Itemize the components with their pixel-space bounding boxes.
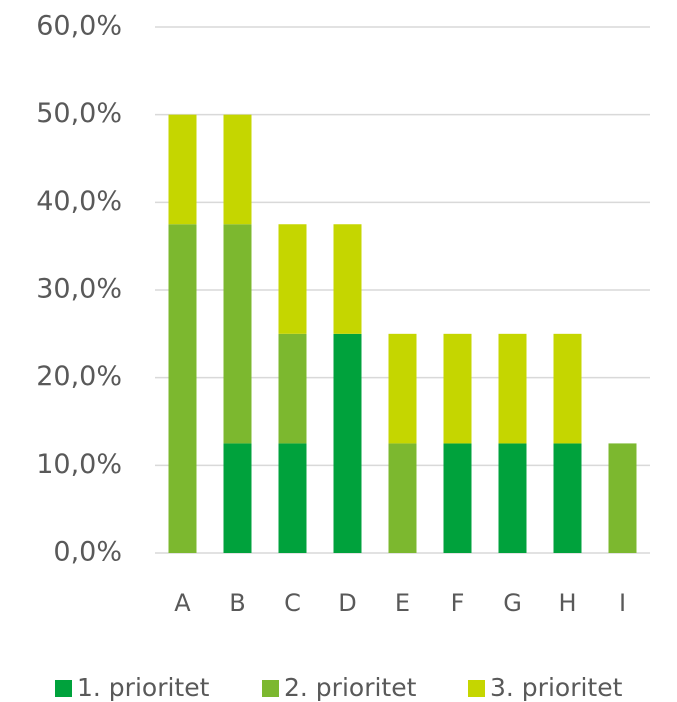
y-tick-label: 10,0% xyxy=(36,449,122,480)
bar-segment xyxy=(278,333,307,444)
x-tick-label: I xyxy=(619,589,626,617)
bar-segment xyxy=(278,443,307,553)
x-tick-label: H xyxy=(558,589,576,617)
bar-segment xyxy=(553,443,582,553)
x-tick-label: G xyxy=(503,589,522,617)
y-tick-label: 50,0% xyxy=(36,98,122,129)
x-tick-label: D xyxy=(338,589,356,617)
bar-segment xyxy=(333,333,362,553)
y-tick-label: 0,0% xyxy=(53,537,122,568)
bar-segment xyxy=(333,224,362,334)
x-tick-label: A xyxy=(174,589,191,617)
bar-segment xyxy=(223,443,252,553)
legend-swatch xyxy=(468,680,485,697)
legend-label: 1. prioritet xyxy=(77,673,210,702)
bar-segment xyxy=(388,443,417,553)
bar-segment xyxy=(168,114,197,225)
legend-swatch xyxy=(55,680,72,697)
bar-segment xyxy=(498,443,527,553)
bar-segment xyxy=(608,443,637,553)
x-tick-label: C xyxy=(284,589,301,617)
bar-segment xyxy=(443,443,472,553)
legend-swatch xyxy=(262,680,279,697)
bar-segment xyxy=(553,333,582,444)
x-tick-label: E xyxy=(395,589,410,617)
y-tick-label: 40,0% xyxy=(36,186,122,217)
bar-segment xyxy=(443,333,472,444)
bar-segment xyxy=(388,333,417,444)
y-tick-label: 60,0% xyxy=(36,11,122,42)
x-tick-label: F xyxy=(451,589,465,617)
legend-label: 2. prioritet xyxy=(284,673,417,702)
bar-segment xyxy=(168,224,197,553)
bar-segment xyxy=(223,224,252,444)
bar-segment xyxy=(498,333,527,444)
y-tick-label: 20,0% xyxy=(36,361,122,392)
x-tick-label: B xyxy=(229,589,245,617)
legend-label: 3. prioritet xyxy=(490,673,623,702)
bar-segment xyxy=(278,224,307,334)
bar-segment xyxy=(223,114,252,225)
y-tick-label: 30,0% xyxy=(36,274,122,305)
